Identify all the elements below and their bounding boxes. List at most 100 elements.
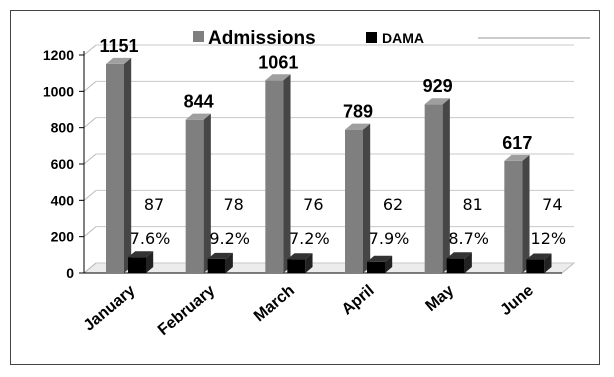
data-labels: 1151 87 7.6% 844 78 9.2% 1061 76 7.2% 789 62 7.9% 92…	[99, 36, 566, 248]
bar-dama	[367, 255, 393, 273]
bar-dama-top	[207, 252, 233, 259]
bar-admissions-side	[522, 154, 530, 273]
bar-dama-side	[385, 255, 393, 273]
data-label-dama: 62	[383, 195, 403, 214]
x-axis-categories: January February March April May June	[81, 282, 537, 339]
data-label-dama: 74	[542, 195, 562, 214]
y-tick-label: 200	[51, 229, 75, 245]
y-axis-ticks: 0 200 400 600 800 1000 1200	[43, 47, 84, 281]
axes	[83, 51, 562, 274]
bar-dama	[128, 251, 154, 273]
bar-admissions-side	[124, 57, 132, 273]
bar-dama-side	[464, 252, 472, 273]
bar-dama-front	[367, 261, 385, 273]
data-label-dama: 76	[303, 195, 323, 214]
data-label-dama: 78	[223, 195, 243, 214]
bar-dama-front	[446, 258, 465, 273]
x-category-label: January	[81, 282, 139, 335]
x-category-label: March	[251, 282, 298, 325]
bar-dama	[287, 253, 313, 273]
bar-dama-front	[287, 259, 306, 273]
gridline-depth	[83, 262, 97, 274]
bar-admissions	[424, 98, 450, 274]
data-label-admissions: 929	[423, 76, 453, 96]
bar-admissions	[345, 123, 371, 273]
bar-admissions-side	[442, 98, 450, 274]
bar-admissions-front	[106, 63, 124, 273]
x-category-label: February	[155, 282, 218, 339]
legend: Admissions DAMA	[193, 28, 590, 49]
bar-admissions-top	[265, 74, 291, 81]
data-label-admissions: 1151	[99, 36, 138, 56]
data-label-admissions: 1061	[258, 52, 298, 72]
bar-dama-front	[207, 258, 226, 273]
bar-admissions-front	[504, 160, 523, 273]
bar-admissions-front	[265, 80, 284, 273]
legend-swatch-dama	[366, 32, 377, 43]
bar-admissions-side	[283, 74, 291, 273]
bar-admissions-side	[363, 123, 371, 273]
data-label-admissions: 789	[343, 102, 373, 122]
bar-admissions	[185, 113, 211, 273]
bar-dama-side	[225, 252, 233, 273]
bar-dama-side	[305, 253, 313, 273]
x-category-label: May	[422, 282, 457, 315]
y-tick-label: 800	[51, 120, 75, 136]
gridline-depth	[83, 44, 97, 56]
bar-dama-top	[367, 255, 393, 262]
bars	[106, 57, 552, 274]
x-category-label: April	[339, 282, 378, 318]
plot-area	[82, 262, 576, 274]
data-label-dama: 87	[144, 195, 164, 214]
bar-dama	[526, 253, 552, 273]
floor	[82, 262, 576, 274]
data-label-dama-percent: 9.2%	[209, 229, 250, 248]
y-tick-label: 400	[51, 192, 75, 208]
data-label-admissions: 844	[184, 92, 214, 112]
gridline-depth	[83, 117, 97, 129]
bar-admissions	[106, 57, 132, 273]
bar-dama-front	[526, 259, 545, 273]
bar-dama-side	[544, 253, 552, 273]
bar-dama	[207, 252, 233, 273]
bar-dama	[446, 252, 472, 273]
bar-admissions-top	[185, 113, 211, 120]
bar-admissions	[504, 154, 530, 273]
legend-label-dama: DAMA	[382, 30, 424, 46]
bar-admissions-top	[424, 98, 450, 105]
data-label-dama-percent: 7.6%	[130, 229, 171, 248]
bar-admissions-top	[504, 154, 530, 161]
bar-admissions	[265, 74, 291, 273]
gridline-depth	[83, 226, 97, 238]
data-label-dama-percent: 12%	[531, 229, 567, 248]
data-label-dama-percent: 8.7%	[448, 229, 489, 248]
bar-admissions-front	[345, 129, 363, 273]
bar-admissions-top	[106, 57, 132, 64]
gridline-depth	[83, 189, 97, 201]
bar-admissions-top	[345, 123, 371, 130]
y-tick-label: 1000	[43, 83, 74, 99]
gridline-depth	[83, 153, 97, 165]
bar-dama-top	[446, 252, 472, 259]
gridlines	[83, 44, 574, 274]
bar-dama-side	[146, 251, 154, 273]
data-label-dama: 81	[462, 195, 482, 214]
y-tick-label: 0	[66, 265, 74, 281]
legend-swatch-admissions	[193, 31, 204, 42]
bar-dama-top	[526, 253, 552, 260]
data-label-dama-percent: 7.9%	[369, 229, 410, 248]
bar-admissions-side	[203, 113, 211, 273]
bar-admissions-front	[424, 104, 443, 274]
legend-label-admissions: Admissions	[208, 28, 316, 49]
data-label-dama-percent: 7.2%	[289, 229, 330, 248]
bar-dama-top	[128, 251, 154, 258]
y-tick-label: 600	[51, 156, 75, 172]
y-tick-label: 1200	[43, 47, 74, 63]
bar-dama-top	[287, 253, 313, 260]
data-label-admissions: 617	[502, 133, 532, 153]
x-category-label: June	[497, 282, 537, 319]
bar-dama-front	[128, 257, 146, 273]
bar-admissions-front	[185, 119, 204, 273]
gridline-depth	[83, 80, 97, 92]
